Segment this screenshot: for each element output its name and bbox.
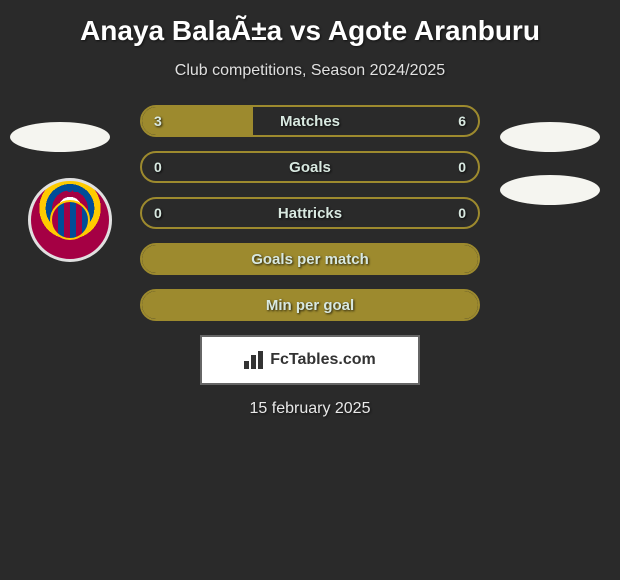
stat-left-value: 3 [154, 113, 162, 129]
comparison-widget: Anaya BalaÃ±a vs Agote Aranburu Club com… [0, 0, 620, 428]
stat-label: Hattricks [278, 205, 342, 222]
stat-label: Matches [280, 113, 340, 130]
stat-label: Min per goal [266, 297, 354, 314]
stat-right-value: 0 [458, 159, 466, 175]
subtitle: Club competitions, Season 2024/2025 [0, 62, 620, 80]
snapshot-date: 15 february 2025 [0, 400, 620, 418]
club-badge-text: FCB [61, 184, 80, 194]
stat-row-hattricks: 0 Hattricks 0 [140, 197, 480, 229]
flag-right-club [500, 175, 600, 205]
flag-right-player [500, 122, 600, 152]
bar-chart-icon [244, 351, 264, 369]
stat-right-value: 0 [458, 205, 466, 221]
stat-label: Goals per match [251, 251, 369, 268]
stats-list: 3 Matches 6 0 Goals 0 0 Hattricks 0 Goal… [140, 105, 480, 321]
flag-left-player [10, 122, 110, 152]
stat-left-value: 0 [154, 159, 162, 175]
stat-row-goals: 0 Goals 0 [140, 151, 480, 183]
club-badge-inner: FCB [50, 200, 90, 240]
stat-label: Goals [289, 159, 331, 176]
stat-right-value: 6 [458, 113, 466, 129]
brand-text: FcTables.com [270, 351, 376, 369]
stat-row-matches: 3 Matches 6 [140, 105, 480, 137]
stat-row-goals-per-match: Goals per match [140, 243, 480, 275]
club-badge-left: FCB [28, 178, 112, 262]
page-title: Anaya BalaÃ±a vs Agote Aranburu [0, 15, 620, 47]
stat-row-min-per-goal: Min per goal [140, 289, 480, 321]
brand-box[interactable]: FcTables.com [200, 335, 420, 385]
stat-left-value: 0 [154, 205, 162, 221]
